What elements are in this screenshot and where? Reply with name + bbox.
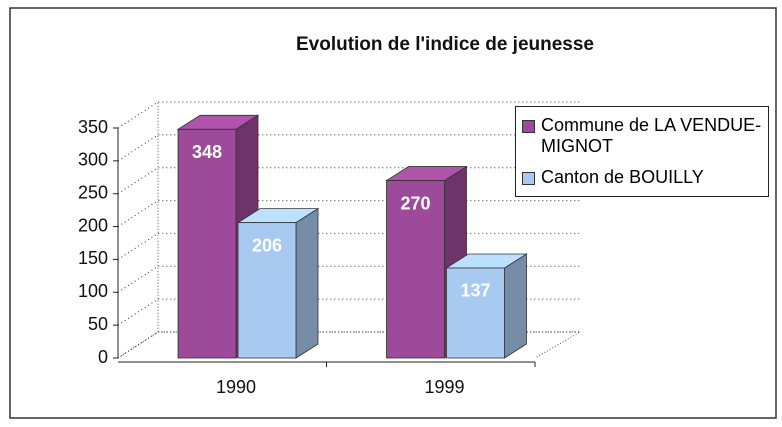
bar-side [504, 253, 527, 359]
data-label: 270 [400, 193, 430, 213]
y-tick-label: 50 [88, 314, 108, 334]
y-tick-label: 350 [78, 117, 108, 137]
legend: Commune de LA VENDUE-MIGNOT Canton de BOU… [515, 106, 769, 197]
legend-swatch [522, 172, 535, 185]
y-tick-label: 150 [78, 248, 108, 268]
data-label: 137 [460, 281, 490, 301]
legend-entry: Canton de BOUILLY [520, 167, 764, 188]
back-wall-edge [117, 102, 159, 359]
bar [386, 180, 445, 359]
bar [237, 222, 297, 359]
y-tick-label: 250 [78, 182, 108, 202]
bar-side [295, 207, 319, 359]
legend-label: Commune de LA VENDUE-MIGNOT [541, 115, 762, 156]
y-tick-label: 200 [78, 215, 108, 235]
legend-swatch [522, 120, 535, 133]
legend-label: Canton de BOUILLY [541, 167, 704, 187]
bar [177, 128, 237, 359]
legend-entry: Commune de LA VENDUE-MIGNOT [520, 115, 764, 157]
x-tick-label: 1999 [424, 377, 464, 397]
chart-border [9, 7, 777, 419]
y-tick-label: 0 [98, 347, 108, 367]
y-tick-label: 300 [78, 150, 108, 170]
chart-title: Evolution de l'indice de jeunesse [296, 34, 594, 55]
x-tick-label: 1990 [216, 377, 256, 397]
data-label: 348 [192, 142, 222, 162]
data-label: 206 [252, 235, 282, 255]
floor-edge [158, 331, 582, 359]
y-tick-label: 100 [78, 281, 108, 301]
bar [446, 267, 505, 359]
